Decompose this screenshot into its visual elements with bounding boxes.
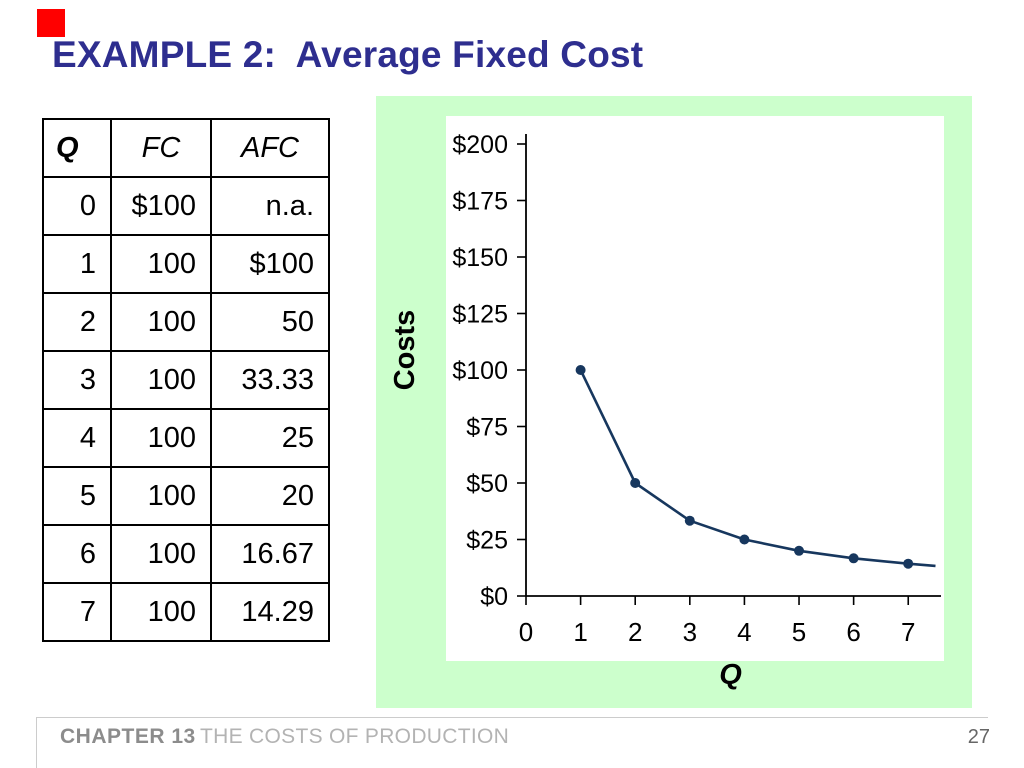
y-tick-label: $75 [466,414,508,442]
red-accent-square [37,9,65,37]
table-row: 1 100 $100 [42,234,330,294]
table-cell: 100 [110,408,212,468]
y-tick-label: $200 [452,131,508,159]
table-header-row: Q FC AFC [42,118,330,178]
afc-table-head: Q FC AFC [42,118,330,178]
x-tick-label: 7 [901,617,915,647]
y-tick-label: $125 [452,301,508,329]
x-tick-label: 0 [519,617,533,647]
y-tick-label: $0 [480,583,508,611]
afc-table: Q FC AFC 0 $100 n.a. 1 100 $100 2 100 50 3 100 33.33 4… [42,118,330,642]
table-row: 4 100 25 [42,408,330,468]
table-cell: $100 [110,176,212,236]
y-tick-label: $100 [452,357,508,385]
afc-chart-svg: $0 $25 $50 $75 $100 $125 $150 $175 $200 0 1 2 3 4 5 6 7 C… [389,116,944,691]
table-cell: 20 [210,466,330,526]
x-tick-label: 1 [573,617,587,647]
y-tick-label: $25 [466,527,508,555]
table-header-cell: AFC [210,118,330,178]
table-row: 2 100 50 [42,292,330,352]
table-cell: 25 [210,408,330,468]
footer-rule [36,717,988,718]
table-cell: 6 [42,524,112,584]
table-cell: 16.67 [210,524,330,584]
x-tick-label: 6 [846,617,860,647]
table-cell: 1 [42,234,112,294]
x-tick-label: 3 [683,617,697,647]
afc-chart-panel: $0 $25 $50 $75 $100 $125 $150 $175 $200 0 1 2 3 4 5 6 7 C… [376,96,972,708]
x-tick-label: 5 [792,617,806,647]
footer-chapter: CHAPTER 13 [60,725,196,748]
table-cell: 14.29 [210,582,330,642]
footer-book-title: THE COSTS OF PRODUCTION [200,725,510,748]
table-cell: 4 [42,408,112,468]
table-row: 6 100 16.67 [42,524,330,584]
table-cell: 100 [110,350,212,410]
data-point-marker [848,553,859,564]
table-row: 0 $100 n.a. [42,176,330,236]
table-cell: 7 [42,582,112,642]
table-cell: $100 [210,234,330,294]
afc-line-series [579,369,936,568]
data-point-marker [903,558,914,569]
table-cell: 33.33 [210,350,330,410]
table-cell: 50 [210,292,330,352]
data-point-marker [794,545,804,556]
footer-left-border [36,717,37,768]
afc-table-body: 0 $100 n.a. 1 100 $100 2 100 50 3 100 33.33 4 100 25 5 1… [42,176,330,642]
table-row: 7 100 14.29 [42,582,330,642]
y-axis-title: Costs [389,310,421,391]
data-point-marker [739,534,750,545]
y-tick-label: $150 [452,244,508,272]
table-row: 3 100 33.33 [42,350,330,410]
data-point-marker [630,478,641,488]
y-tick-label: $50 [466,470,508,498]
table-cell: 5 [42,466,112,526]
table-cell: 100 [110,524,212,584]
page-title: EXAMPLE 2: Average Fixed Cost [52,34,644,75]
table-cell: 3 [42,350,112,410]
x-tick-label: 2 [628,617,642,647]
footer-page-number: 27 [967,726,990,748]
table-cell: 100 [110,234,212,294]
table-cell: 0 [42,176,112,236]
data-point-marker [684,515,695,526]
table-cell: 100 [110,292,212,352]
table-cell: 2 [42,292,112,352]
x-tick-label: 4 [737,617,751,647]
table-header-cell: FC [110,118,212,178]
table-header-cell: Q [42,118,112,178]
plot-area-background [446,116,944,661]
table-cell: 100 [110,466,212,526]
data-point-marker [575,365,586,375]
table-cell: 100 [110,582,212,642]
table-cell: n.a. [210,176,330,236]
y-tick-label: $175 [452,188,508,216]
table-row: 5 100 20 [42,466,330,526]
x-axis-title: Q [719,659,742,691]
